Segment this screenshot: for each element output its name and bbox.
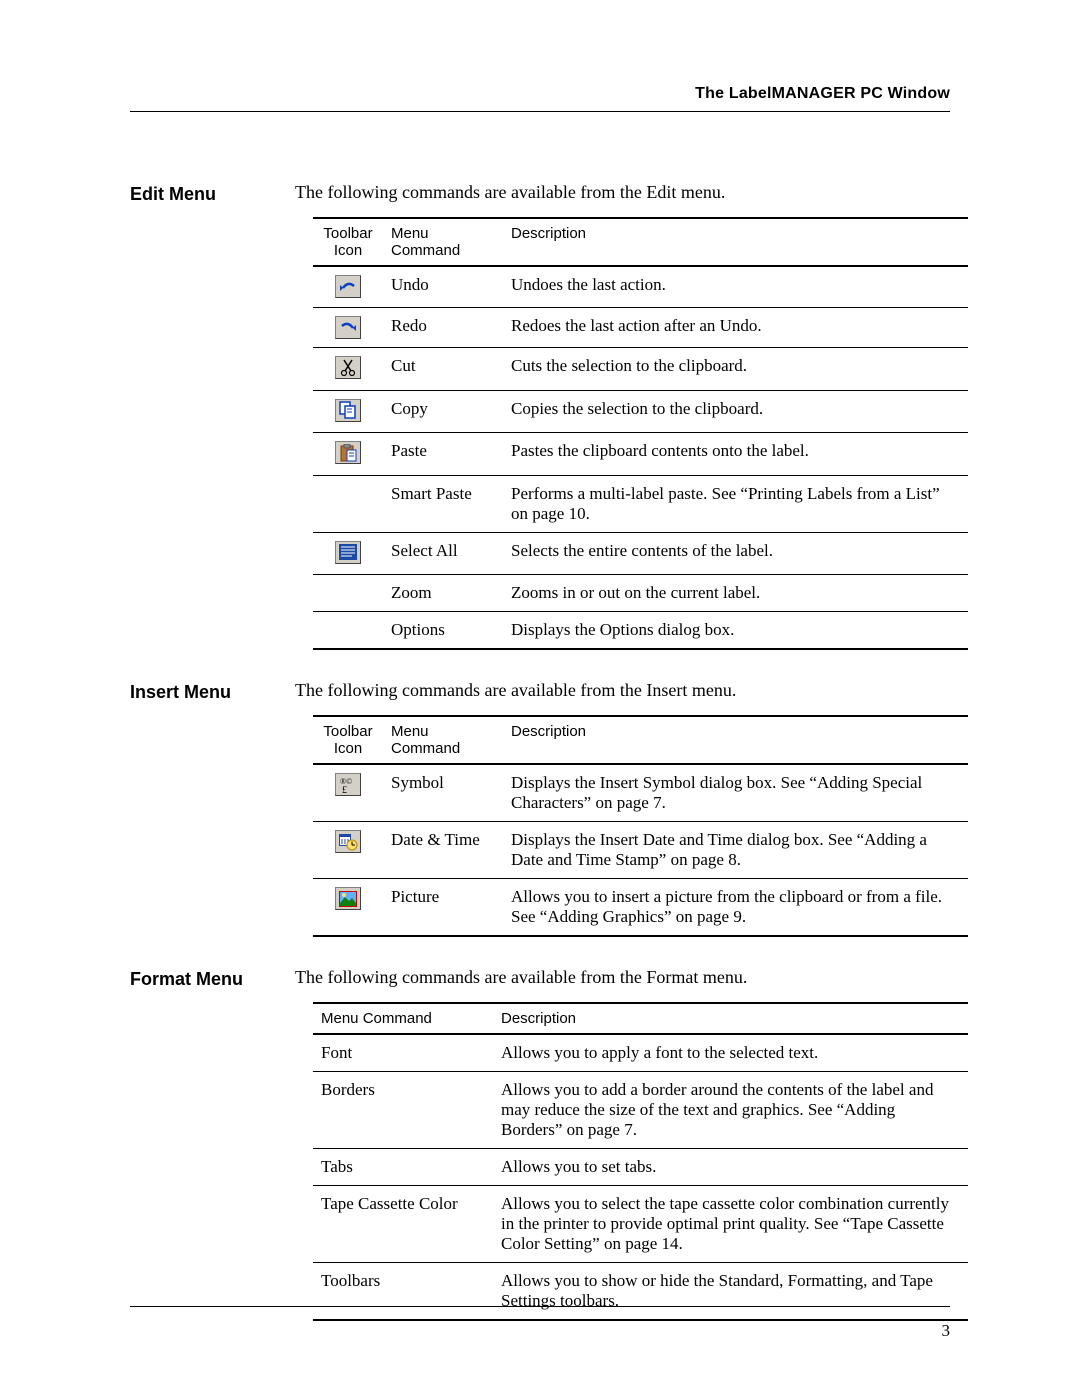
cell-icon (313, 612, 383, 650)
cell-desc: Allows you to show or hide the Standard,… (493, 1263, 968, 1321)
cell-icon (313, 307, 383, 348)
section-intro: The following commands are available fro… (295, 182, 950, 203)
copy-icon (335, 399, 361, 422)
cell-cmd: Font (313, 1034, 493, 1072)
table-row: Tape Cassette ColorAllows you to select … (313, 1186, 968, 1263)
footer-rule (130, 1306, 950, 1307)
cell-desc: Displays the Insert Symbol dialog box. S… (503, 764, 968, 822)
th-cmd: MenuCommand (383, 218, 503, 266)
section: Edit MenuThe following commands are avai… (130, 182, 950, 650)
table-row: RedoRedoes the last action after an Undo… (313, 307, 968, 348)
section: Insert MenuThe following commands are av… (130, 680, 950, 937)
svg-text:£: £ (342, 785, 347, 794)
cell-desc: Redoes the last action after an Undo. (503, 307, 968, 348)
section-intro: The following commands are available fro… (295, 967, 950, 988)
cell-cmd: Toolbars (313, 1263, 493, 1321)
cell-cmd: Picture (383, 879, 503, 937)
menu-table: Menu CommandDescriptionFontAllows you to… (313, 1002, 968, 1321)
cell-cmd: Tabs (313, 1149, 493, 1186)
cell-desc: Displays the Options dialog box. (503, 612, 968, 650)
th-icon: ToolbarIcon (313, 218, 383, 266)
table-row: OptionsDisplays the Options dialog box. (313, 612, 968, 650)
cell-desc: Performs a multi-label paste. See “Print… (503, 475, 968, 532)
table-row: ®©£ SymbolDisplays the Insert Symbol dial… (313, 764, 968, 822)
table-row: TabsAllows you to set tabs. (313, 1149, 968, 1186)
redo-icon (335, 316, 361, 339)
cell-cmd: Undo (383, 266, 503, 307)
table-row: Select AllSelects the entire contents of… (313, 532, 968, 575)
cell-cmd: Paste (383, 433, 503, 476)
cell-desc: Undoes the last action. (503, 266, 968, 307)
cell-cmd: Zoom (383, 575, 503, 612)
cut-icon (335, 356, 361, 379)
table-row: CopyCopies the selection to the clipboar… (313, 390, 968, 433)
cell-icon (313, 390, 383, 433)
cell-cmd: Date & Time (383, 822, 503, 879)
cell-cmd: Cut (383, 348, 503, 391)
cell-desc: Cuts the selection to the clipboard. (503, 348, 968, 391)
table-row: CutCuts the selection to the clipboard. (313, 348, 968, 391)
cell-icon (313, 433, 383, 476)
th-icon: ToolbarIcon (313, 716, 383, 764)
running-header: The LabelMANAGER PC Window (130, 85, 950, 112)
cell-icon (313, 348, 383, 391)
cell-cmd: Options (383, 612, 503, 650)
cell-cmd: Copy (383, 390, 503, 433)
undo-icon (335, 275, 361, 298)
page-number: 3 (942, 1321, 951, 1341)
cell-icon (313, 266, 383, 307)
table-row: PastePastes the clipboard contents onto … (313, 433, 968, 476)
cell-cmd: Tape Cassette Color (313, 1186, 493, 1263)
cell-desc: Pastes the clipboard contents onto the l… (503, 433, 968, 476)
table-row: PictureAllows you to insert a picture fr… (313, 879, 968, 937)
cell-cmd: Redo (383, 307, 503, 348)
cell-icon: ®©£ (313, 764, 383, 822)
cell-icon (313, 822, 383, 879)
selectall-icon (335, 541, 361, 564)
paste-icon (335, 441, 361, 464)
cell-desc: Allows you to select the tape cassette c… (493, 1186, 968, 1263)
cell-desc: Allows you to insert a picture from the … (503, 879, 968, 937)
picture-icon (335, 887, 361, 910)
menu-table: ToolbarIconMenuCommandDescriptionUndoUnd… (313, 217, 968, 650)
table-row: UndoUndoes the last action. (313, 266, 968, 307)
cell-desc: Allows you to apply a font to the select… (493, 1034, 968, 1072)
symbol-icon: ®©£ (335, 773, 361, 796)
cell-desc: Displays the Insert Date and Time dialog… (503, 822, 968, 879)
section-heading: Edit Menu (130, 182, 295, 650)
section-heading: Insert Menu (130, 680, 295, 937)
cell-icon (313, 879, 383, 937)
cell-cmd: Symbol (383, 764, 503, 822)
cell-desc: Zooms in or out on the current label. (503, 575, 968, 612)
table-row: ZoomZooms in or out on the current label… (313, 575, 968, 612)
section-heading: Format Menu (130, 967, 295, 1321)
section-intro: The following commands are available fro… (295, 680, 950, 701)
cell-icon (313, 475, 383, 532)
th-desc: Description (503, 716, 968, 764)
table-row: Smart PastePerforms a multi-label paste.… (313, 475, 968, 532)
th-desc: Description (493, 1003, 968, 1034)
cell-cmd: Smart Paste (383, 475, 503, 532)
cell-cmd: Borders (313, 1072, 493, 1149)
cell-icon (313, 575, 383, 612)
cell-desc: Allows you to set tabs. (493, 1149, 968, 1186)
menu-table: ToolbarIconMenuCommandDescription ®©£ Symb… (313, 715, 968, 937)
cell-cmd: Select All (383, 532, 503, 575)
table-row: Date & TimeDisplays the Insert Date and … (313, 822, 968, 879)
cell-desc: Allows you to add a border around the co… (493, 1072, 968, 1149)
table-row: BordersAllows you to add a border around… (313, 1072, 968, 1149)
section: Format MenuThe following commands are av… (130, 967, 950, 1321)
cell-icon (313, 532, 383, 575)
cell-desc: Selects the entire contents of the label… (503, 532, 968, 575)
th-desc: Description (503, 218, 968, 266)
cell-desc: Copies the selection to the clipboard. (503, 390, 968, 433)
datetime-icon (335, 830, 361, 853)
th-cmd: Menu Command (313, 1003, 493, 1034)
table-row: FontAllows you to apply a font to the se… (313, 1034, 968, 1072)
table-row: ToolbarsAllows you to show or hide the S… (313, 1263, 968, 1321)
th-cmd: MenuCommand (383, 716, 503, 764)
